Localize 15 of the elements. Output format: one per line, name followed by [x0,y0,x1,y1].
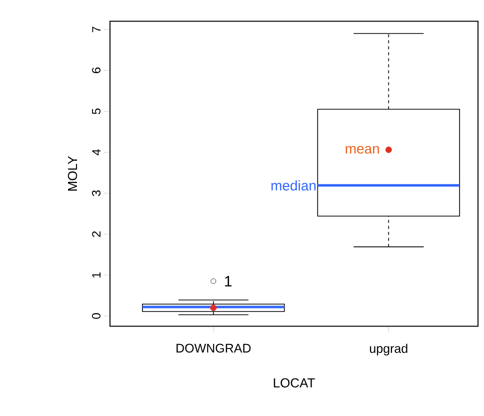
y-tick-label: 1 [92,272,100,278]
y-tick-label: 7 [92,26,100,32]
x-tick-label: DOWNGRAD [176,344,251,353]
annotation: 1 [225,276,232,286]
y-tick-label: 5 [92,108,100,114]
y-tick-label: 3 [92,190,100,196]
y-tick-label: 6 [92,68,100,74]
x-axis-title: LOCAT [274,378,315,388]
y-tick-label: 0 [92,313,100,319]
y-tick-label: 2 [92,231,100,237]
y-axis-title: MOLY [68,156,78,191]
annotation: mean [346,146,379,154]
x-tick-label: upgrad [370,344,408,356]
annotation: median [271,180,316,191]
y-tick-label: 4 [92,149,100,156]
